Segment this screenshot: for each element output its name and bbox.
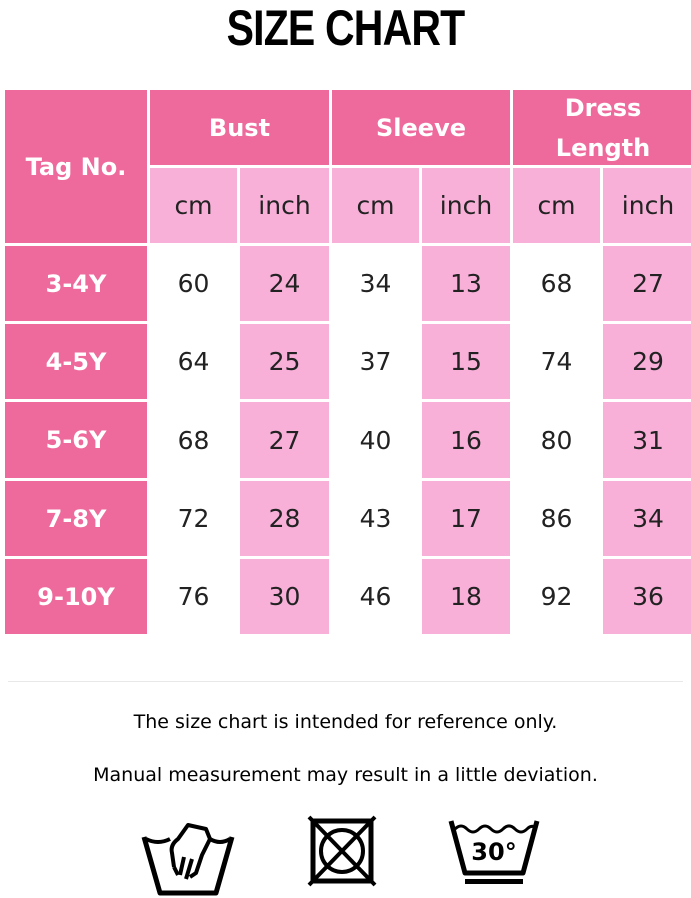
note-deviation: Manual measurement may result in a littl… xyxy=(93,764,598,786)
hand-wash-icon xyxy=(141,823,235,896)
do-not-tumble-dry-icon xyxy=(307,815,377,887)
value-cell: 17 xyxy=(422,481,510,556)
tag-cell: 7-8Y xyxy=(5,481,147,556)
unit-header: cm xyxy=(332,168,419,243)
unit-header: cm xyxy=(150,168,237,243)
value-cell: 30 xyxy=(240,559,329,634)
value-cell: 74 xyxy=(513,324,600,399)
value-cell: 92 xyxy=(513,559,600,634)
value-cell: 27 xyxy=(240,402,329,478)
size-table: Tag No. Bust Sleeve Dress Length cm inch c… xyxy=(5,90,691,634)
wash-temperature-label: 30° xyxy=(471,838,516,866)
value-cell: 86 xyxy=(513,481,600,556)
group-header-bust: Bust xyxy=(150,90,329,165)
unit-header: inch xyxy=(240,168,329,243)
tag-cell: 4-5Y xyxy=(5,324,147,399)
value-cell: 36 xyxy=(603,559,691,634)
value-cell: 40 xyxy=(332,402,419,478)
tag-cell: 9-10Y xyxy=(5,559,147,634)
value-cell: 13 xyxy=(422,246,510,321)
value-cell: 27 xyxy=(603,246,691,321)
value-cell: 60 xyxy=(150,246,237,321)
value-cell: 34 xyxy=(332,246,419,321)
group-header-sleeve: Sleeve xyxy=(332,90,510,165)
value-cell: 43 xyxy=(332,481,419,556)
value-cell: 46 xyxy=(332,559,419,634)
page-title: SIZE CHART xyxy=(226,0,466,56)
value-cell: 16 xyxy=(422,402,510,478)
value-cell: 29 xyxy=(603,324,691,399)
value-cell: 24 xyxy=(240,246,329,321)
value-cell: 80 xyxy=(513,402,600,478)
value-cell: 31 xyxy=(603,402,691,478)
tag-header: Tag No. xyxy=(5,90,147,243)
value-cell: 18 xyxy=(422,559,510,634)
value-cell: 68 xyxy=(150,402,237,478)
unit-header: cm xyxy=(513,168,600,243)
value-cell: 28 xyxy=(240,481,329,556)
value-cell: 76 xyxy=(150,559,237,634)
wash-30-icon: 30° xyxy=(448,820,540,884)
group-header-dress-length: Dress Length xyxy=(513,90,691,165)
value-cell: 64 xyxy=(150,324,237,399)
tag-cell: 5-6Y xyxy=(5,402,147,478)
value-cell: 68 xyxy=(513,246,600,321)
value-cell: 72 xyxy=(150,481,237,556)
value-cell: 34 xyxy=(603,481,691,556)
unit-header: inch xyxy=(422,168,510,243)
value-cell: 15 xyxy=(422,324,510,399)
value-cell: 37 xyxy=(332,324,419,399)
divider xyxy=(8,681,683,682)
unit-header: inch xyxy=(603,168,691,243)
value-cell: 25 xyxy=(240,324,329,399)
tag-cell: 3-4Y xyxy=(5,246,147,321)
note-reference: The size chart is intended for reference… xyxy=(133,711,558,733)
